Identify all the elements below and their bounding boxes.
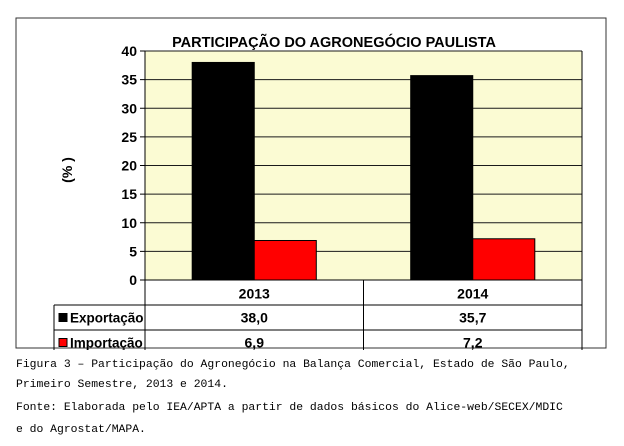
bar-exporta-o-2013 xyxy=(191,61,255,281)
x-tick-label: 2013 xyxy=(239,286,270,302)
data-label: 35,7 xyxy=(459,310,486,326)
data-label: 7,2 xyxy=(463,335,483,351)
plot-area: 0 5 10 15 20 25 30 35 40 2013 2014 Exportação 38,0 35… xyxy=(53,43,583,351)
legend-swatch xyxy=(58,313,68,322)
y-tick-label: 40 xyxy=(121,43,137,59)
y-tick-label: 15 xyxy=(121,186,137,202)
bar-importa-o-2014 xyxy=(472,238,536,281)
figure-source-line-1: Fonte: Elaborada pelo IEA/APTA a partir … xyxy=(16,402,563,414)
legend-label: Importação xyxy=(70,336,143,351)
figure-caption-line-2: Primeiro Semestre, 2013 e 2014. xyxy=(16,379,228,391)
y-tick-label: 0 xyxy=(129,272,137,288)
y-tick-label: 35 xyxy=(121,72,137,88)
y-axis-label: (% ) xyxy=(59,157,75,183)
bar-exporta-o-2014 xyxy=(410,75,474,281)
data-label: 38,0 xyxy=(241,310,268,326)
y-tick-label: 5 xyxy=(129,243,137,259)
x-tick-label: 2014 xyxy=(457,286,488,302)
legend-label: Exportação xyxy=(70,311,144,326)
chart-title: PARTICIPAÇÃO DO AGRONEGÓCIO PAULISTA xyxy=(172,33,496,51)
figure-source-line-2: e do Agrostat/MAPA. xyxy=(16,424,146,436)
chart-svg: PARTICIPAÇÃO DO AGRONEGÓCIO PAULISTA (% … xyxy=(15,17,607,351)
y-tick-label: 20 xyxy=(121,158,137,174)
y-tick-label: 30 xyxy=(121,100,137,116)
y-tick-label: 25 xyxy=(121,129,137,145)
bar-importa-o-2013 xyxy=(253,239,317,281)
legend-swatch xyxy=(58,338,68,347)
data-label: 6,9 xyxy=(245,335,265,351)
y-tick-label: 10 xyxy=(121,215,137,231)
figure-caption-line-1: Figura 3 – Participação do Agronegócio n… xyxy=(16,359,570,371)
